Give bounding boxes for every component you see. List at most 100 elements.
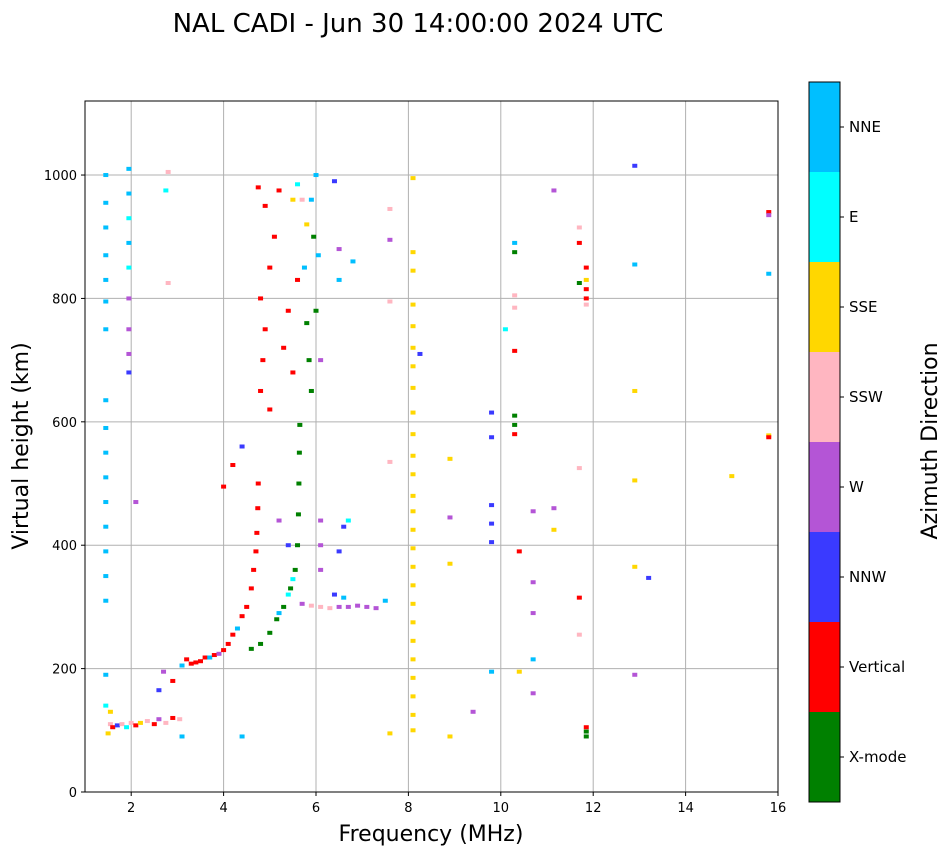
- data-point-sse: [447, 456, 453, 461]
- data-point-ssw: [299, 197, 305, 202]
- data-point-ssw: [387, 299, 393, 304]
- data-point-e: [285, 592, 291, 597]
- data-point-w: [551, 506, 557, 511]
- data-point-ssw: [583, 302, 589, 307]
- data-point-w: [632, 672, 638, 677]
- data-point-x-mode: [512, 422, 518, 427]
- y-tick-label: 0: [69, 786, 77, 801]
- data-point-nne: [234, 626, 240, 631]
- data-point-sse: [304, 222, 310, 227]
- x-tick-label: 10: [493, 801, 510, 816]
- data-point-sse: [410, 472, 416, 477]
- data-point-nnw: [489, 503, 495, 508]
- data-point-sse: [583, 277, 589, 282]
- y-tick-label: 400: [52, 539, 77, 554]
- data-point-w: [766, 213, 772, 218]
- data-point-nnw: [336, 549, 342, 554]
- data-point-nne: [126, 166, 132, 171]
- data-point-x-mode: [297, 422, 303, 427]
- colorbar-label: X-mode: [849, 748, 906, 766]
- data-point-nne: [103, 598, 109, 603]
- data-point-nnw: [114, 723, 120, 728]
- data-point-w: [364, 604, 370, 609]
- data-point-vertical: [576, 595, 582, 600]
- data-point-w: [387, 237, 393, 242]
- colorbar: X-mode Vertical NNW W SSW SSE E NNE: [808, 81, 906, 803]
- data-point-w: [318, 518, 324, 523]
- data-point-nne: [179, 663, 185, 668]
- data-point-nne: [103, 500, 109, 505]
- data-point-ssw: [387, 459, 393, 464]
- x-tick-label: 16: [770, 801, 787, 816]
- data-point-ssw: [512, 305, 518, 310]
- data-point-vertical: [583, 287, 589, 292]
- data-point-vertical: [255, 481, 261, 486]
- data-point-vertical: [258, 296, 264, 301]
- data-point-w: [318, 567, 324, 572]
- data-point-nne: [103, 173, 109, 178]
- data-point-x-mode: [296, 450, 302, 455]
- data-point-sse: [729, 474, 735, 479]
- data-point-nne: [301, 265, 307, 270]
- colorbar-swatch-vertical: [809, 622, 840, 712]
- colorbar-swatch-x-mode: [809, 712, 840, 802]
- data-point-sse: [410, 546, 416, 551]
- data-point-vertical: [202, 655, 208, 660]
- data-point-x-mode: [281, 604, 287, 609]
- data-point-sse: [516, 669, 522, 674]
- colorbar-swatch-w: [809, 442, 840, 532]
- data-point-ssw: [177, 717, 183, 722]
- data-point-vertical: [262, 327, 268, 332]
- data-point-vertical: [221, 648, 227, 653]
- data-point-vertical: [281, 345, 287, 350]
- data-point-ssw: [318, 604, 324, 609]
- data-point-x-mode: [292, 567, 298, 572]
- data-point-nne: [382, 598, 388, 603]
- data-point-e: [290, 577, 296, 582]
- data-point-sse: [107, 709, 113, 714]
- data-point-sse: [410, 601, 416, 606]
- data-point-w: [470, 709, 476, 714]
- data-point-nnw: [156, 688, 162, 693]
- data-point-vertical: [583, 725, 589, 730]
- data-point-sse: [632, 388, 638, 393]
- data-point-sse: [410, 302, 416, 307]
- data-point-sse: [410, 176, 416, 181]
- data-point-nnw: [646, 575, 652, 580]
- data-point-nnw: [489, 435, 495, 440]
- data-point-vertical: [255, 185, 261, 190]
- data-point-e: [163, 188, 169, 193]
- data-point-x-mode: [311, 234, 317, 239]
- data-point-nne: [103, 225, 109, 230]
- data-point-vertical: [170, 678, 176, 683]
- data-point-sse: [410, 364, 416, 369]
- data-point-vertical: [221, 484, 227, 489]
- data-point-nne: [103, 398, 109, 403]
- data-point-sse: [410, 620, 416, 625]
- data-point-vertical: [251, 567, 257, 572]
- data-point-x-mode: [583, 734, 589, 739]
- data-point-nne: [766, 271, 772, 276]
- data-point-nne: [126, 240, 132, 245]
- data-point-w: [530, 611, 536, 616]
- data-point-sse: [290, 197, 296, 202]
- data-point-nne: [103, 524, 109, 529]
- data-point-w: [216, 651, 222, 656]
- data-point-nne: [207, 655, 213, 660]
- data-point-nnw: [331, 179, 337, 184]
- colorbar-swatch-sse: [809, 262, 840, 352]
- data-point-nne: [239, 734, 245, 739]
- data-point-w: [161, 669, 167, 674]
- data-point-w: [299, 601, 305, 606]
- data-point-nne: [336, 277, 342, 282]
- data-point-w: [336, 604, 342, 609]
- data-point-w: [126, 327, 132, 332]
- data-point-nne: [103, 425, 109, 430]
- data-point-sse: [410, 432, 416, 437]
- data-point-w: [318, 358, 324, 363]
- data-point-nne: [103, 327, 109, 332]
- data-point-w: [551, 188, 557, 193]
- data-point-e: [295, 182, 301, 187]
- data-point-vertical: [170, 715, 176, 720]
- data-point-vertical: [285, 308, 291, 313]
